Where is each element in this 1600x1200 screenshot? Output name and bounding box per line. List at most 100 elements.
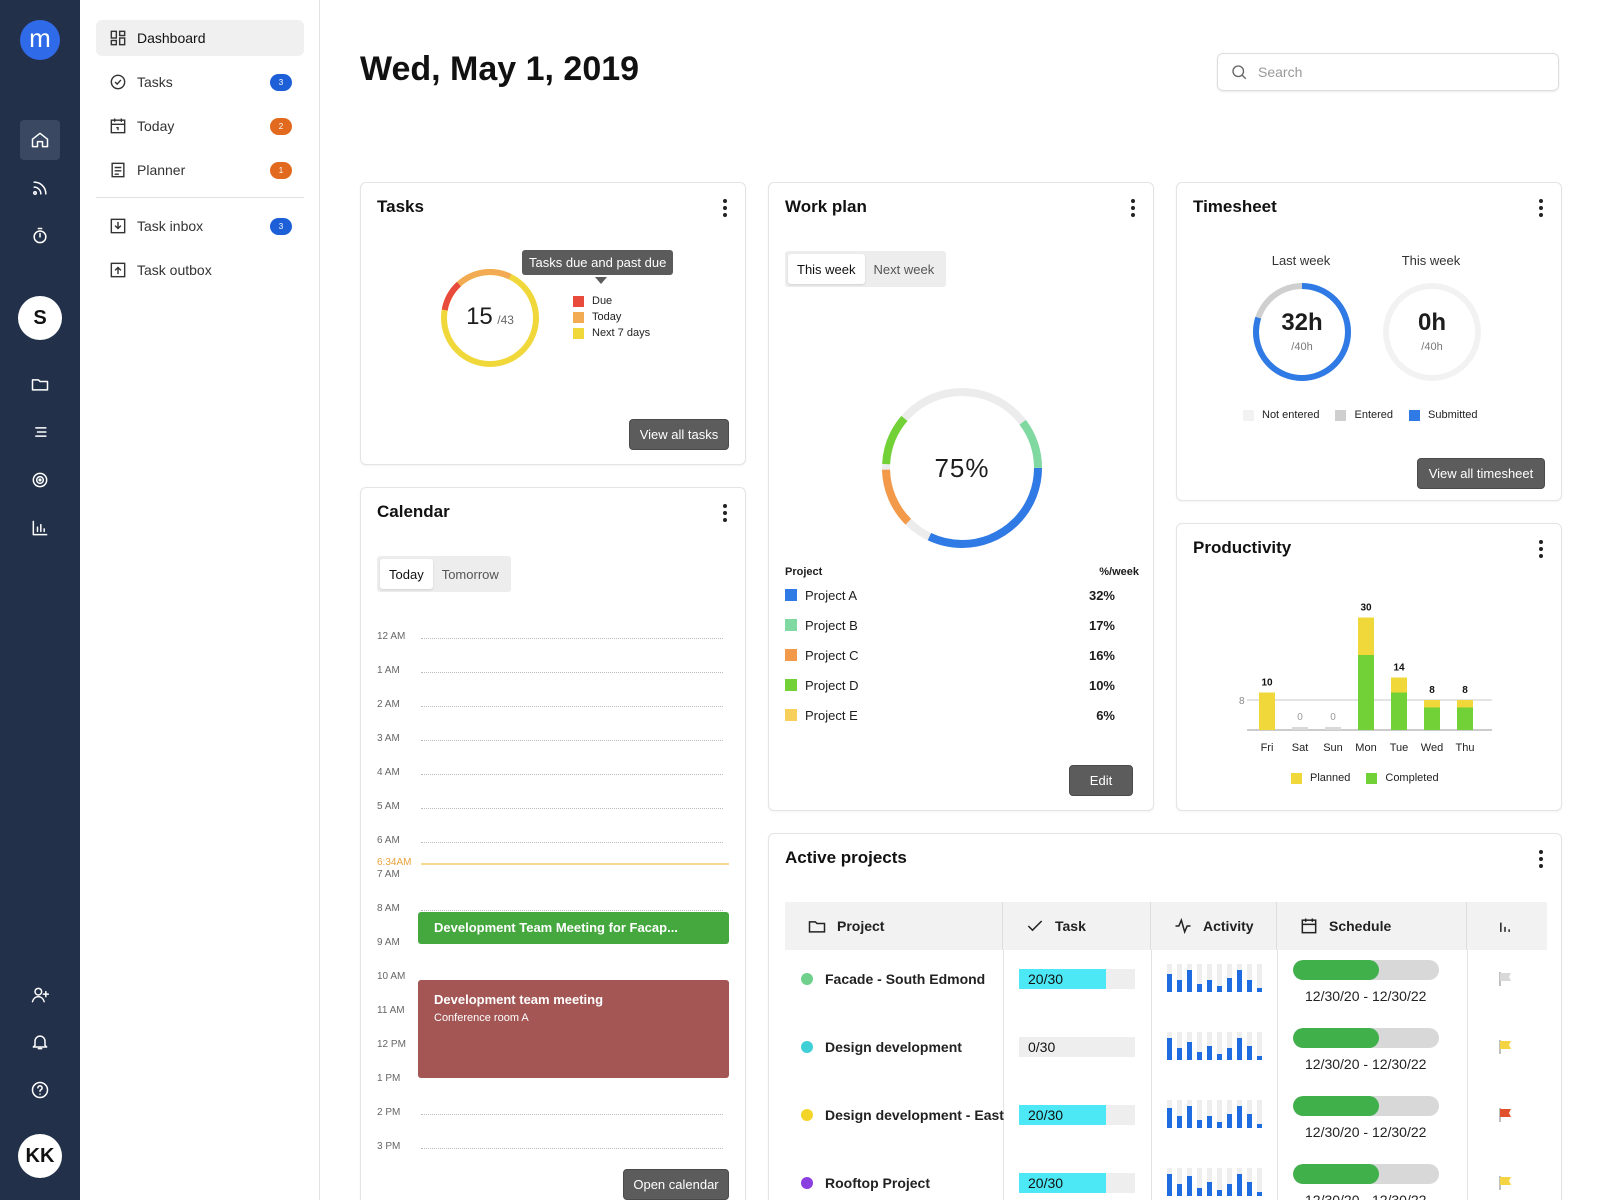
task-cell: 0/30 xyxy=(1019,1018,1135,1076)
nav-item-task-outbox[interactable]: Task outbox xyxy=(96,252,304,288)
nav-item-today[interactable]: Today 2 xyxy=(96,108,304,144)
table-row[interactable]: Design development - East 20/30 12/30/20 -… xyxy=(785,1086,1547,1154)
project-percent: 16% xyxy=(1088,647,1115,663)
open-calendar-button[interactable]: Open calendar xyxy=(623,1169,729,1200)
bar-completed[interactable] xyxy=(1391,692,1407,731)
reports-icon[interactable] xyxy=(20,508,60,548)
flag-cell[interactable] xyxy=(1497,1106,1515,1124)
task-progress-fill xyxy=(1019,1173,1106,1193)
activity-track xyxy=(1217,1168,1222,1190)
column-header[interactable] xyxy=(1467,902,1547,950)
folder-icon xyxy=(808,921,826,933)
activity-track xyxy=(1247,1168,1252,1182)
hour-label: 2 PM xyxy=(377,1107,401,1118)
help-icon[interactable] xyxy=(20,1070,60,1110)
timer-icon[interactable] xyxy=(20,216,60,256)
more-icon[interactable] xyxy=(1539,199,1543,217)
edit-button[interactable]: Edit xyxy=(1069,765,1133,796)
calendar-event[interactable]: Development Team Meeting for Facap... xyxy=(418,912,729,944)
view-all-tasks-button[interactable]: View all tasks xyxy=(629,419,729,450)
bar-empty[interactable] xyxy=(1325,727,1341,730)
table-row[interactable]: Rooftop Project 20/30 12/30/20 - 12/30/22 xyxy=(785,1154,1547,1200)
tab-tomorrow[interactable]: Tomorrow xyxy=(441,566,499,582)
tab-next-week[interactable]: Next week xyxy=(873,261,935,277)
hour-row: 3 PM xyxy=(377,1141,723,1152)
activity-track xyxy=(1197,1168,1202,1188)
view-all-timesheet-button[interactable]: View all timesheet xyxy=(1417,458,1545,489)
more-icon[interactable] xyxy=(723,504,727,522)
nav-item-task-inbox[interactable]: Task inbox 3 xyxy=(96,208,304,244)
feed-icon[interactable] xyxy=(20,168,60,208)
activity-bar xyxy=(1207,1182,1212,1196)
activity-bar xyxy=(1177,980,1182,992)
activity-bar xyxy=(1237,1174,1242,1196)
column-header[interactable]: Project xyxy=(785,902,1003,950)
table-row[interactable]: Facade - South Edmond 20/30 12/30/20 - 12/… xyxy=(785,950,1547,1018)
app-logo[interactable]: m xyxy=(20,20,60,60)
flag-cell[interactable] xyxy=(1497,1174,1515,1192)
activity-track xyxy=(1197,1032,1202,1052)
workplan-card: Work plan This week Next week 75% Projec… xyxy=(768,182,1154,811)
calendar-card: Calendar Today Tomorrow 12 AM 1 AM 2 AM 3 A… xyxy=(360,487,746,1200)
bar-planned[interactable] xyxy=(1259,692,1275,731)
x-tick-label: Tue xyxy=(1390,742,1409,754)
target-icon[interactable] xyxy=(20,460,60,500)
tab-today[interactable]: Today xyxy=(380,559,433,589)
column-header[interactable]: Activity xyxy=(1151,902,1277,950)
calendar-event[interactable]: Development team meeting Conference room… xyxy=(418,980,729,1078)
nav-item-planner[interactable]: Planner 1 xyxy=(96,152,304,188)
tab-this-week[interactable]: This week xyxy=(788,254,865,284)
legend-label: Next 7 days xyxy=(592,327,651,339)
hour-row: 3 AM xyxy=(377,733,723,744)
nav-item-tasks[interactable]: Tasks 3 xyxy=(96,64,304,100)
column-header[interactable]: Task xyxy=(1003,902,1151,950)
project-swatch xyxy=(785,619,797,631)
hour-row: 1 AM xyxy=(377,665,723,676)
nav-panel: Dashboard Tasks 3 Today 2 Planner 1 Task… xyxy=(80,0,320,1200)
x-tick-label: Sun xyxy=(1323,742,1343,754)
folder-icon[interactable] xyxy=(20,364,60,404)
activity-track xyxy=(1257,1100,1262,1124)
activity-bar xyxy=(1197,1052,1202,1060)
legend-item: Completed xyxy=(1366,772,1439,784)
schedule-progress xyxy=(1293,1028,1439,1048)
list-icon[interactable] xyxy=(20,412,60,452)
activity-bar xyxy=(1197,1188,1202,1196)
user-avatar[interactable]: S xyxy=(18,296,62,340)
search-input[interactable] xyxy=(1258,64,1538,80)
hour-line xyxy=(421,1148,723,1149)
search-box[interactable] xyxy=(1217,53,1559,91)
tasks-donut xyxy=(441,269,539,367)
home-icon[interactable] xyxy=(20,120,60,160)
profile-avatar[interactable]: KK xyxy=(18,1134,62,1178)
more-icon[interactable] xyxy=(1539,850,1543,868)
hour-row: 12 AM xyxy=(377,631,723,642)
bar-empty[interactable] xyxy=(1292,727,1308,730)
table-row[interactable]: Design development 0/30 12/30/20 - 12/30/2… xyxy=(785,1018,1547,1086)
bar-completed[interactable] xyxy=(1424,707,1440,731)
column-header[interactable]: Schedule xyxy=(1277,902,1467,950)
legend-label: Due xyxy=(592,295,613,307)
activity-bar xyxy=(1177,1116,1182,1128)
more-icon[interactable] xyxy=(723,199,727,217)
add-user-icon[interactable] xyxy=(20,975,60,1015)
activity-track xyxy=(1187,964,1192,970)
schedule-progress-fill xyxy=(1293,960,1380,980)
last-week-hours: 32h xyxy=(1281,309,1323,336)
flag-cell[interactable] xyxy=(1497,1038,1515,1056)
more-icon[interactable] xyxy=(1539,540,1543,558)
active-projects-card: Active projects Project Task Activity Sc… xyxy=(768,833,1562,1200)
hour-line xyxy=(421,774,723,775)
bell-icon[interactable] xyxy=(20,1022,60,1062)
activity-track xyxy=(1197,964,1202,984)
bar-completed[interactable] xyxy=(1457,707,1473,731)
bar-completed[interactable] xyxy=(1358,655,1374,730)
task-progress: 0/30 xyxy=(1019,1037,1135,1057)
flag-icon xyxy=(1499,1176,1511,1190)
nav-item-dashboard[interactable]: Dashboard xyxy=(96,20,304,56)
activity-cell xyxy=(1167,964,1267,994)
hour-label: 12 AM xyxy=(377,631,406,642)
more-icon[interactable] xyxy=(1131,199,1135,217)
flag-cell[interactable] xyxy=(1497,970,1515,988)
activity-cell xyxy=(1167,1100,1267,1130)
